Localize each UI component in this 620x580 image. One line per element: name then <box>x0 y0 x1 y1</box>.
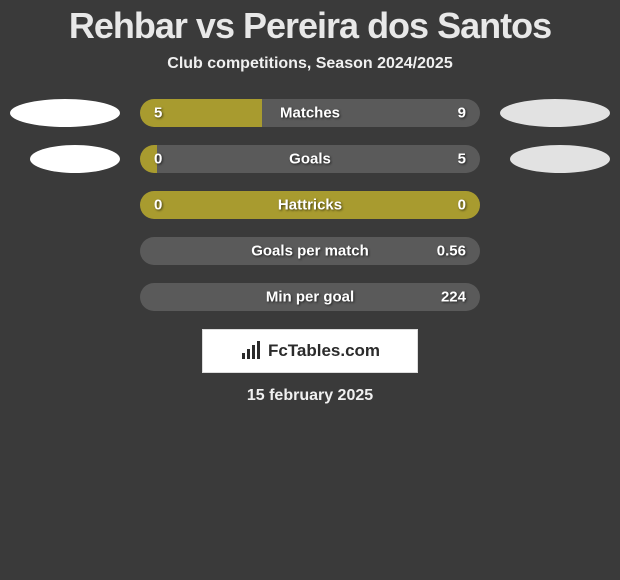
stat-row: 0 Goals 5 <box>0 145 620 173</box>
logo-text: FcTables.com <box>268 341 380 361</box>
stat-right-value: 9 <box>458 105 466 122</box>
stat-right-value: 5 <box>458 151 466 168</box>
stat-bar: 0 Hattricks 0 <box>140 191 480 219</box>
stat-bar: Min per goal 224 <box>140 283 480 311</box>
right-slot <box>480 145 610 173</box>
stat-label: Goals per match <box>251 243 369 260</box>
stat-left-value: 5 <box>154 105 162 122</box>
player-left-ellipse <box>10 99 120 127</box>
player-right-ellipse <box>500 99 610 127</box>
stat-label: Goals <box>289 151 331 168</box>
stat-right-value: 0 <box>458 197 466 214</box>
stat-row: 0 Hattricks 0 <box>0 191 620 219</box>
comparison-widget: Rehbar vs Pereira dos Santos Club compet… <box>0 0 620 405</box>
player-right-ellipse <box>510 145 610 173</box>
logo-box[interactable]: FcTables.com <box>202 329 418 373</box>
page-title: Rehbar vs Pereira dos Santos <box>0 5 620 47</box>
stat-row: 5 Matches 9 <box>0 99 620 127</box>
stat-label: Min per goal <box>266 289 354 306</box>
stat-row: Min per goal 224 <box>0 283 620 311</box>
right-slot <box>480 99 610 127</box>
stat-bar: 0 Goals 5 <box>140 145 480 173</box>
stat-label: Matches <box>280 105 340 122</box>
left-slot <box>10 99 140 127</box>
stat-label: Hattricks <box>278 197 342 214</box>
left-slot <box>10 145 140 173</box>
stat-left-value: 0 <box>154 197 162 214</box>
logo-content: FcTables.com <box>240 341 380 361</box>
stat-row: Goals per match 0.56 <box>0 237 620 265</box>
stat-bar: 5 Matches 9 <box>140 99 480 127</box>
stat-right-value: 224 <box>441 289 466 306</box>
stat-bar: Goals per match 0.56 <box>140 237 480 265</box>
player-left-ellipse <box>30 145 120 173</box>
stat-left-value: 0 <box>154 151 162 168</box>
date-label: 15 february 2025 <box>0 387 620 405</box>
stat-rows: 5 Matches 9 0 Goals 5 0 Hattricks 0 Goals per mat… <box>0 99 620 311</box>
bar-chart-icon <box>240 341 262 361</box>
stat-right-value: 0.56 <box>437 243 466 260</box>
subtitle: Club competitions, Season 2024/2025 <box>0 55 620 73</box>
